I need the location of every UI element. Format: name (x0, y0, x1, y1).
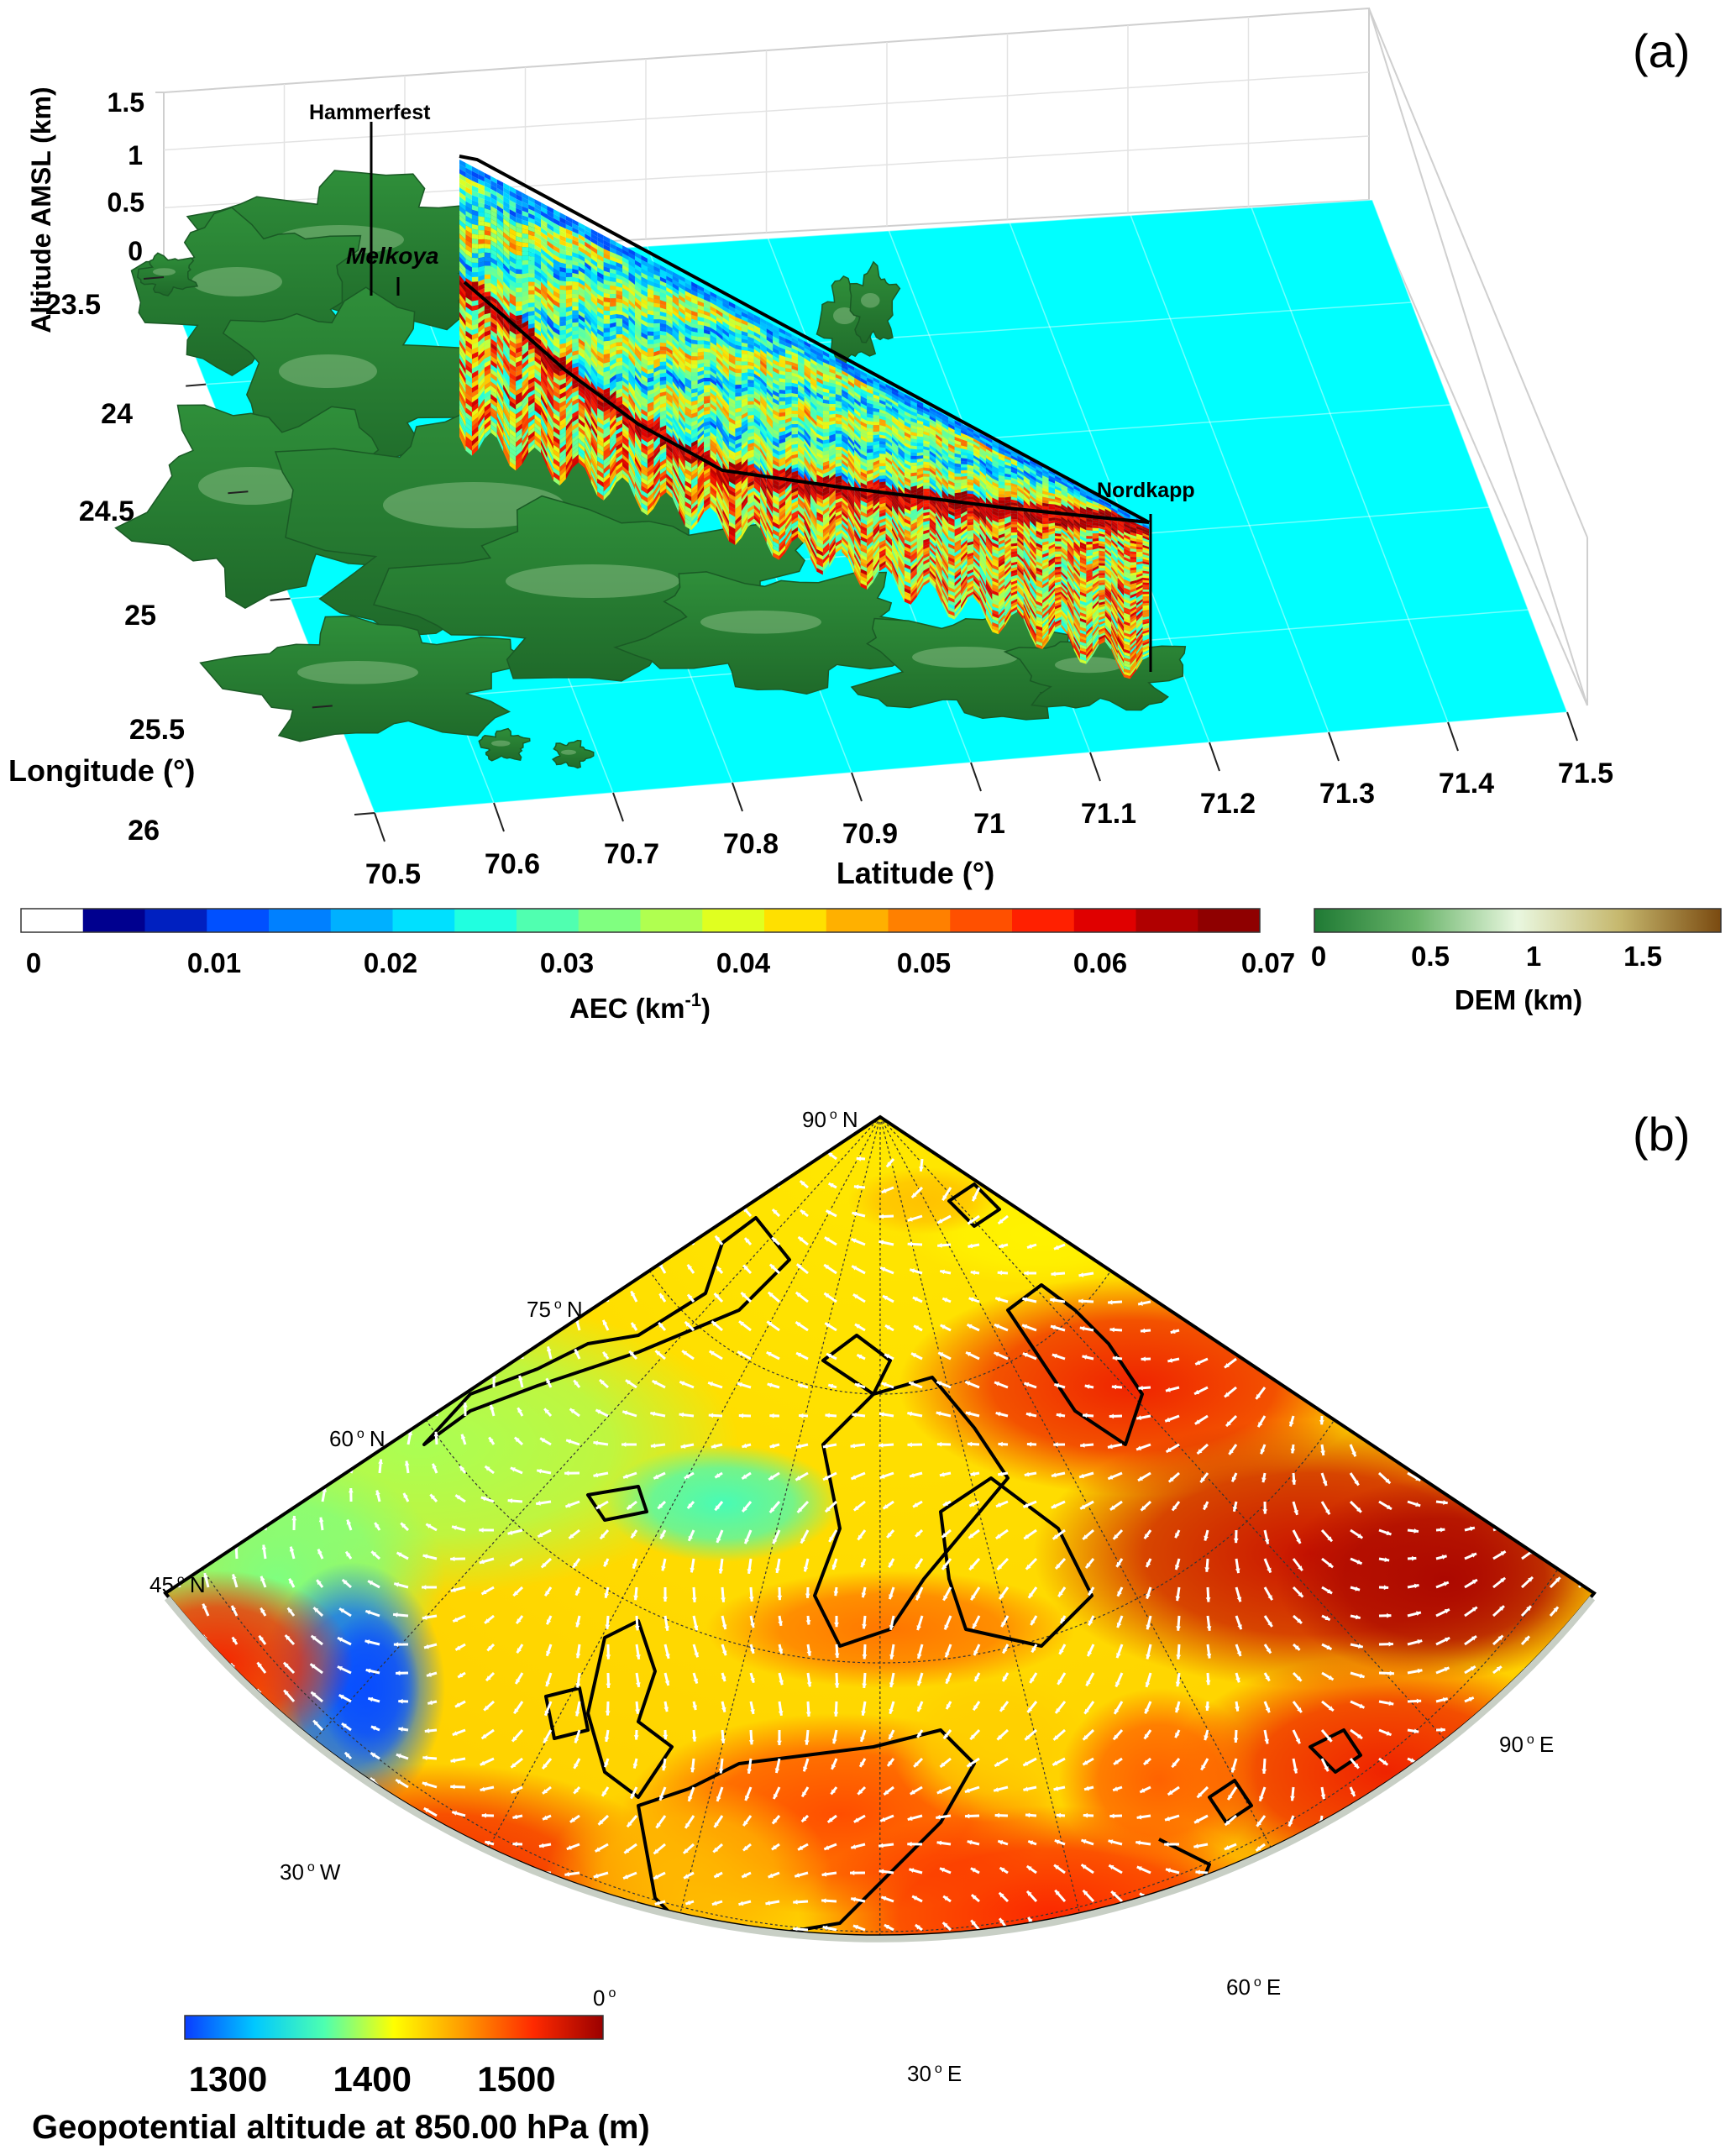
z-tick-1: 0.5 (108, 187, 144, 218)
z-tick-2: 1 (128, 140, 143, 170)
lon-tick: 25 (124, 600, 156, 632)
latitude-labels: 90 o N 75 o N 60 o N 45 o N (149, 1107, 858, 1597)
dem-colorbar: 0 0.5 1 1.5 DEM (km) (1311, 908, 1722, 1015)
geo-tick: 1300 (189, 2059, 267, 2099)
geo-tick: 1500 (477, 2059, 555, 2099)
lat-tick: 71.3 (1319, 778, 1375, 810)
lat-tick: 70.5 (365, 858, 421, 890)
lat-tick: 71.2 (1200, 788, 1256, 820)
panel-b-label: (b) (1633, 1108, 1690, 1161)
lat-tick: 70.6 (485, 848, 540, 880)
lat-tick: 70.8 (723, 828, 779, 860)
dem-colorbar-label: DEM (km) (1455, 984, 1582, 1015)
dem-tick: 1 (1526, 941, 1541, 972)
lon-tick: 23.5 (45, 289, 101, 321)
lat-label-90: 90 o N (802, 1107, 858, 1132)
longitude-axis: Longitude (°) 23.5 24 24.5 25 25.5 26 (8, 276, 375, 847)
lat-label-75: 75 o N (527, 1297, 583, 1322)
lat-tick: 70.9 (842, 818, 898, 850)
place-nordkapp: Nordkapp (1097, 479, 1195, 502)
aec-colorbar-label: AEC (km-1) (569, 989, 711, 1024)
aec-colorbar: 0 0.01 0.02 0.03 0.04 0.05 0.06 0.07 AEC (km-1) (20, 908, 1295, 1024)
lon-tick: 25.5 (129, 714, 185, 746)
dem-tick: 1.5 (1623, 941, 1662, 972)
aec-tick: 0 (26, 947, 41, 978)
z-axis-label: Altitude AMSL (km) (26, 87, 56, 333)
latitude-axis-label: Latitude (°) (837, 856, 994, 890)
aec-tick: 0.05 (897, 947, 951, 978)
lon-label-60e: 60 o E (1226, 1974, 1281, 2000)
geopotential-colorbar: 1300 1400 1500 Geopotential altitude at 85… (32, 2015, 650, 2146)
place-hammerfest: Hammerfest (309, 101, 431, 124)
aec-tick: 0.01 (187, 947, 241, 978)
z-tick-0: 0 (128, 236, 143, 266)
lat-tick: 71.1 (1081, 798, 1136, 830)
boundary-layer-line (463, 281, 1150, 524)
z-axis: Altitude AMSL (km) 0 0.5 1 1.5 (26, 87, 144, 333)
curtain-top-outline (459, 155, 1150, 524)
aec-tick: 0.07 (1241, 947, 1295, 978)
aec-tick: 0.02 (364, 947, 417, 978)
polar-map (165, 1117, 1594, 1937)
latitude-axis: Latitude (°) 70.5 70.6 70.7 70.8 70.9 71 71.1 7… (365, 711, 1613, 890)
lon-tick: 24 (101, 398, 133, 430)
aec-tick: 0.03 (540, 947, 594, 978)
dem-tick: 0.5 (1411, 941, 1450, 972)
longitude-axis-label: Longitude (°) (8, 753, 195, 788)
map-frame-shadow (164, 1596, 1596, 1943)
lat-label-45: 45 o N (149, 1572, 206, 1597)
lat-tick: 71 (973, 808, 1005, 840)
panel-a-label: (a) (1633, 24, 1690, 77)
geo-tick: 1400 (333, 2059, 412, 2099)
lon-label-30e: 30 o E (907, 2061, 962, 2086)
place-melkoya: Melkoya (346, 243, 439, 269)
aec-tick: 0.04 (716, 947, 771, 978)
z-tick-3: 1.5 (108, 87, 144, 118)
place-markers: Hammerfest Melkoya Nordkapp (309, 101, 1195, 672)
panel-a: (a) Hammerfest Me (8, 7, 1690, 890)
lat-tick: 71.5 (1558, 758, 1613, 789)
lidar-curtain (459, 155, 1150, 679)
lon-label-90e: 90 o E (1499, 1732, 1554, 1757)
land-topography (114, 170, 1187, 769)
lat-label-60: 60 o N (329, 1426, 385, 1451)
geopotential-colorbar-title: Geopotential altitude at 850.00 hPa (m) (32, 2109, 650, 2146)
aec-tick: 0.06 (1073, 947, 1127, 978)
lat-tick: 70.7 (604, 838, 659, 870)
lon-label-30w: 30 o W (280, 1859, 341, 1885)
lat-tick: 71.4 (1439, 768, 1494, 800)
lon-tick: 24.5 (79, 495, 134, 527)
lon-tick: 26 (128, 815, 160, 847)
dem-tick: 0 (1311, 941, 1326, 972)
